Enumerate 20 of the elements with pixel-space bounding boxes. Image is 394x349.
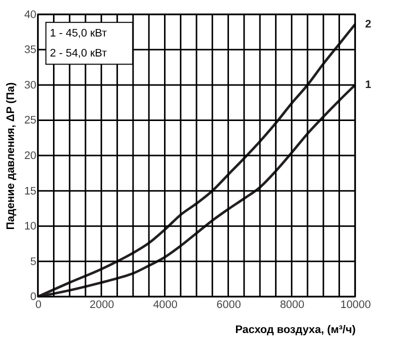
y-tick-label: 25 xyxy=(24,114,36,127)
x-tick-label: 4000 xyxy=(153,299,178,312)
x-tick-label: 6000 xyxy=(216,299,241,312)
x-axis-title: Расход воздуха, (м³/ч) xyxy=(235,324,356,336)
x-tick-label: 8000 xyxy=(280,299,304,312)
series-label: 1 xyxy=(365,78,372,91)
x-tick-label: 10000 xyxy=(340,299,371,312)
y-tick-label: 35 xyxy=(24,44,36,56)
y-tick-label: 0 xyxy=(30,291,36,304)
y-tick-label: 15 xyxy=(24,185,36,198)
y-tick-label: 30 xyxy=(24,79,36,92)
annotation: 1 - 45,0 кВт xyxy=(50,27,107,40)
x-tick-label: 2000 xyxy=(90,299,114,312)
y-tick-label: 5 xyxy=(30,256,36,268)
y-tick-label: 40 xyxy=(24,8,36,21)
series-label: 2 xyxy=(365,18,372,30)
y-axis-title: Падение давления, ΔP (Па) xyxy=(5,82,18,230)
y-tick-label: 20 xyxy=(24,150,36,162)
y-tick-label: 10 xyxy=(24,220,36,233)
annotation: 2 - 54,0 кВт xyxy=(50,47,107,60)
